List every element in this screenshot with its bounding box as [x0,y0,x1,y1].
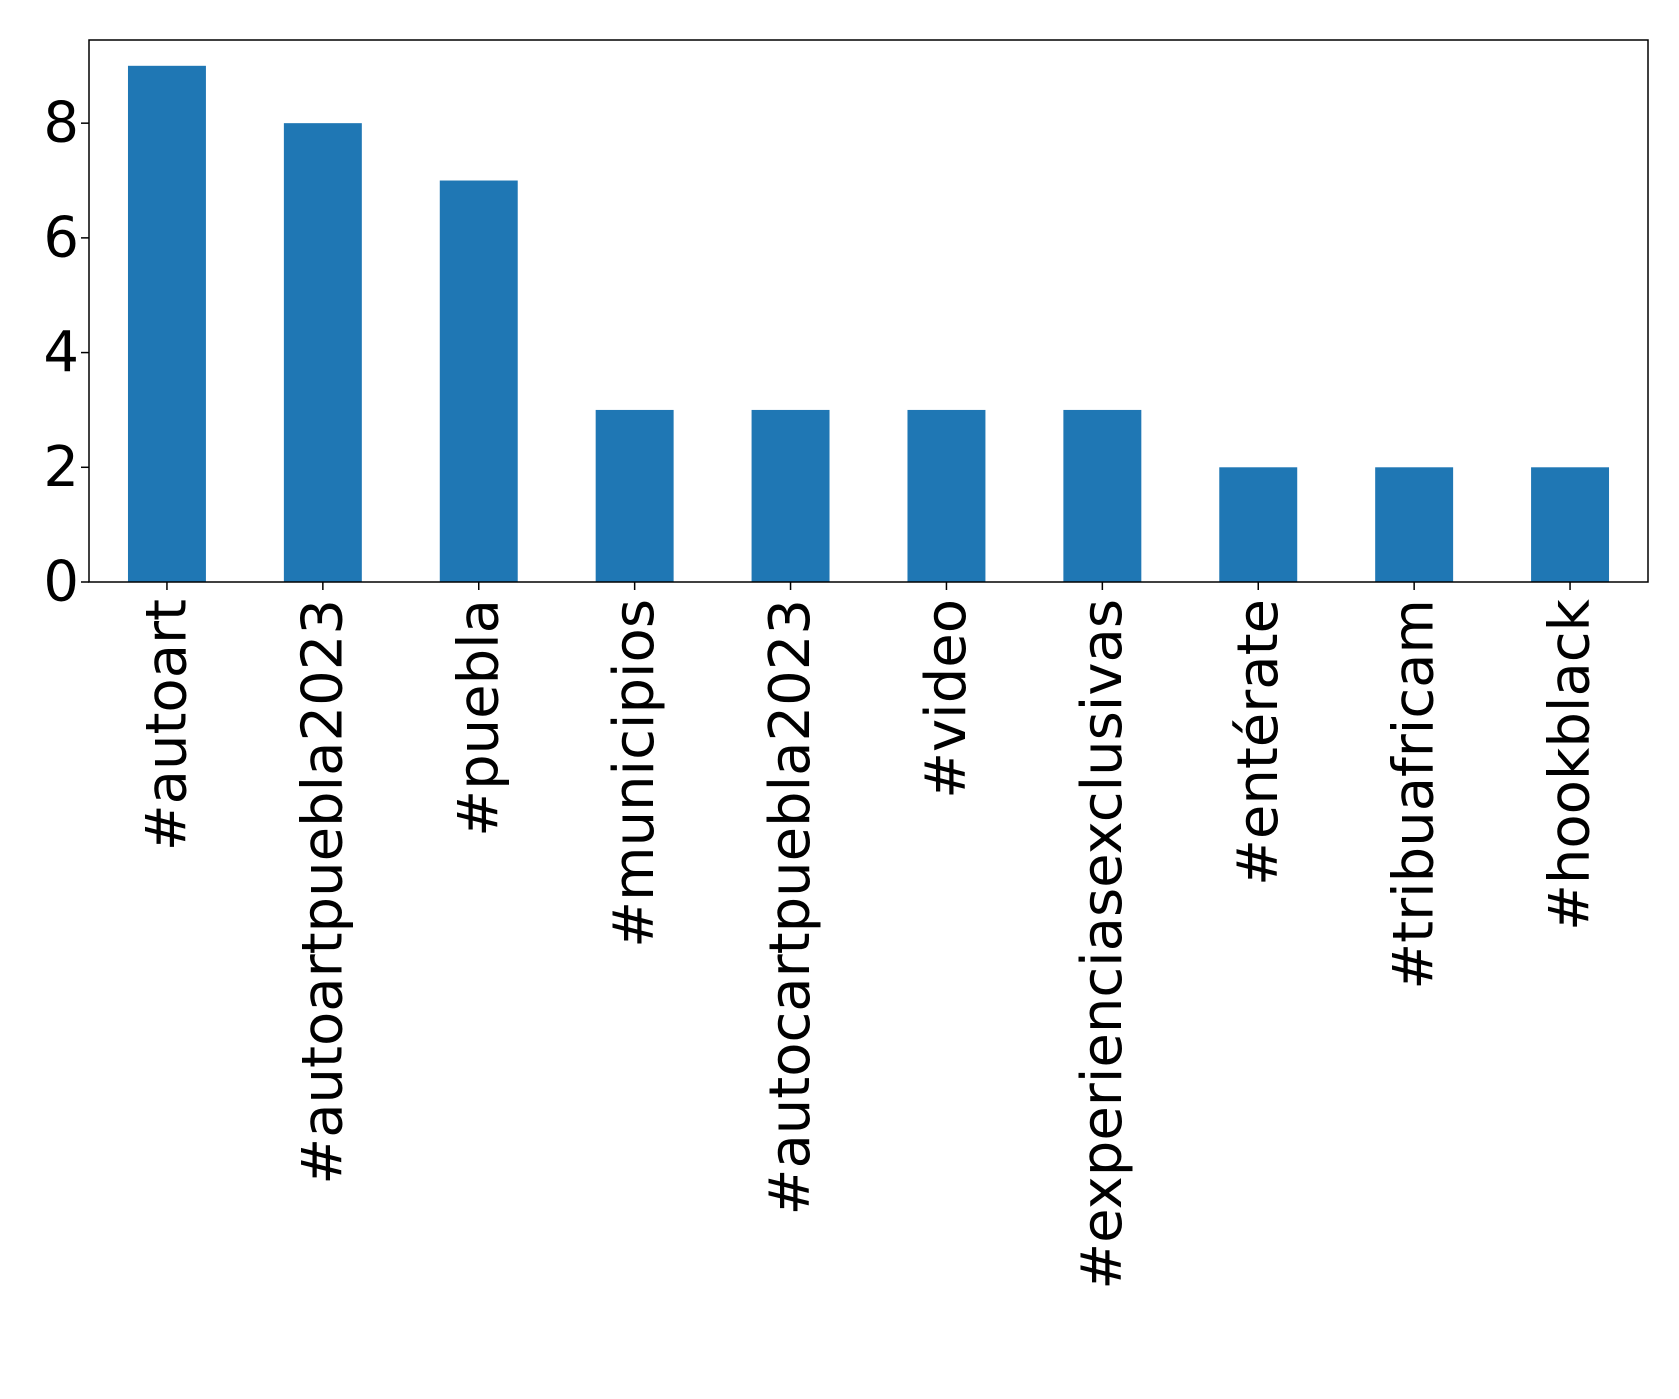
y-tick-label-2: 4 [43,320,79,385]
x-tick-label-0: #autoart [134,599,199,851]
bar-2 [439,180,518,582]
bar-7 [1219,467,1298,582]
y-tick-label-1: 2 [43,435,79,500]
y-tick-label-0: 0 [43,550,79,615]
plot-frame [88,39,1649,583]
bar-0 [127,65,206,583]
bar-3 [595,409,674,582]
x-tick-label-4: #autocartpuebla2023 [758,599,823,1215]
x-tick-label-2: #puebla [446,599,511,837]
x-tick-label-7: #entérate [1226,599,1291,886]
y-tick-label-3: 6 [43,205,79,270]
x-axis: #autoart #autoartpuebla2023 #puebla #munici… [134,582,1603,1290]
bar-9 [1531,467,1610,582]
bar-5 [907,409,986,582]
x-tick-label-5: #video [914,599,979,799]
x-tick-label-1: #autoartpuebla2023 [290,599,355,1185]
y-axis: 0 2 4 6 8 [43,91,89,615]
y-tick-label-4: 8 [43,91,79,156]
bar-1 [283,123,362,582]
bar-4 [751,409,830,582]
x-tick-label-6: #experienciasexclusivas [1070,599,1135,1290]
x-tick-label-3: #municipios [602,599,667,948]
x-tick-label-9: #hookblack [1538,598,1603,931]
x-tick-label-8: #tribuafricam [1382,599,1447,990]
bar-8 [1375,467,1454,582]
bar-6 [1063,409,1142,582]
bars-layer [127,65,1610,583]
